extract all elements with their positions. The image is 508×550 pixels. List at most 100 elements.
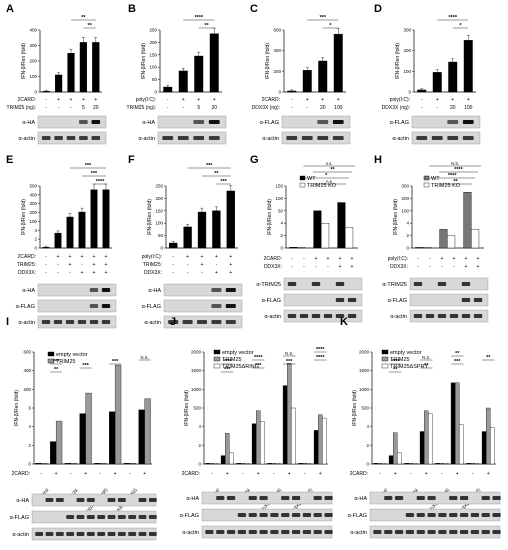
condition-value-F: -	[187, 270, 189, 276]
sig-label-A: **	[87, 23, 92, 29]
blot-label-F: α-FLAG	[142, 304, 161, 310]
panel-label-A: A	[6, 3, 14, 15]
condition-value-K: +	[394, 471, 397, 477]
blot-label-B: α-actin	[138, 136, 155, 142]
condition-value-D: 20	[450, 105, 456, 111]
blot-label-J: α-FLAG	[180, 513, 199, 519]
blot-band-D	[462, 120, 474, 124]
condition-value-D: -	[421, 105, 423, 111]
bar-J	[220, 455, 226, 465]
blot-band-K	[416, 530, 425, 534]
condition-value-K: -	[441, 471, 443, 477]
condition-value-F: +	[229, 254, 232, 260]
y-tick-label-B: 150	[149, 52, 157, 57]
condition-value-K: +	[487, 471, 490, 477]
blot-band-I	[128, 515, 137, 519]
blot-label-H: α-TRIM25	[382, 282, 407, 288]
bar-J	[282, 385, 288, 465]
y-tick-label-J: 2000	[191, 350, 202, 355]
condition-value-E: -	[45, 262, 47, 268]
bar-K	[455, 382, 460, 465]
y-tick-label-H: 4	[406, 221, 409, 226]
blot-band-I	[138, 498, 147, 502]
blot-strip-G	[283, 277, 363, 291]
blot-band-K	[438, 513, 447, 517]
condition-value-A: -	[58, 105, 60, 111]
blot-band-E	[101, 320, 111, 324]
blot-band-K	[492, 496, 501, 500]
condition-label-G: 2CARD:	[264, 256, 282, 262]
blot-band-H	[473, 314, 483, 318]
blot-band-K	[384, 496, 393, 500]
blot-band-I	[117, 515, 126, 519]
condition-value-G: -	[291, 264, 293, 270]
condition-value-E: +	[105, 270, 108, 276]
bar-K	[419, 431, 425, 465]
blot-band-I	[148, 532, 157, 536]
blot-band-K	[394, 530, 404, 534]
sig-label-G: *	[325, 173, 328, 179]
legend-swatch-J	[213, 356, 221, 362]
condition-value-I: -	[129, 471, 131, 477]
condition-value-A: +	[94, 97, 97, 103]
blot-strip-G	[283, 293, 363, 307]
y-tick-label-I: 600	[23, 350, 31, 355]
condition-label-B: poly(I:C):	[136, 97, 156, 103]
blot-band-H	[449, 314, 459, 318]
blot-band-I	[117, 532, 126, 536]
bar-H	[415, 246, 424, 249]
condition-value-J: +	[226, 471, 229, 477]
legend-label-H: TRIM25 KO	[431, 183, 461, 189]
blot-band-K	[470, 530, 480, 534]
y-tick-label-K: 1000	[359, 387, 370, 392]
blot-band-I	[107, 515, 116, 519]
bar-I	[64, 463, 72, 465]
bar-K	[443, 463, 449, 465]
bar-I	[85, 392, 92, 465]
blot-band-K	[449, 530, 458, 534]
blot-label-K: α-FLAG	[348, 513, 367, 519]
condition-value-K: -	[472, 471, 474, 477]
condition-value-F: -	[172, 254, 174, 260]
blot-band-K	[405, 513, 415, 517]
condition-value-H: -	[429, 256, 431, 262]
bar-K	[450, 382, 456, 465]
blot-band-J	[237, 530, 247, 534]
blot-label-H: α-actin	[390, 314, 407, 320]
blot-band-I	[76, 515, 85, 519]
blot-band-I	[97, 532, 106, 536]
blot-band-G	[335, 298, 345, 302]
blot-band-H	[413, 314, 423, 318]
condition-label-H: poly(I:C):	[388, 256, 408, 262]
blot-label-E: α-HA	[22, 288, 35, 294]
blot-band-J	[313, 496, 322, 500]
condition-value-F: -	[201, 270, 203, 276]
y-axis-label-B: IFN-β/Ren (fold)	[141, 43, 147, 79]
condition-value-C: -	[306, 105, 308, 111]
blot-band-K	[492, 513, 501, 517]
blot-band-G	[335, 282, 345, 286]
y-tick-label-B: 100	[149, 65, 157, 70]
y-tick-label-D: 100	[403, 69, 411, 74]
y-tick-label-J: 0	[198, 462, 201, 467]
condition-label-C: 2CARD:	[262, 97, 280, 103]
condition-value-E: -	[69, 270, 71, 276]
bar-K	[412, 463, 418, 465]
blot-band-A	[79, 136, 88, 140]
blot-band-K	[492, 530, 501, 534]
bar-G	[297, 246, 306, 249]
sig-label-B: ****	[194, 15, 203, 21]
sig-label-E: ***	[85, 163, 92, 169]
blot-band-F	[211, 288, 222, 292]
blot-band-E	[65, 320, 75, 324]
blot-band-H	[461, 298, 471, 302]
condition-value-H: -	[417, 264, 419, 270]
condition-value-F: +	[229, 262, 232, 268]
blot-band-K	[405, 530, 415, 534]
y-tick-label-G: 150	[275, 184, 283, 189]
blot-band-A	[79, 120, 88, 124]
condition-value-A: +	[70, 97, 73, 103]
blot-band-K	[459, 496, 469, 500]
bar-K	[393, 432, 398, 465]
condition-value-J: +	[288, 471, 291, 477]
